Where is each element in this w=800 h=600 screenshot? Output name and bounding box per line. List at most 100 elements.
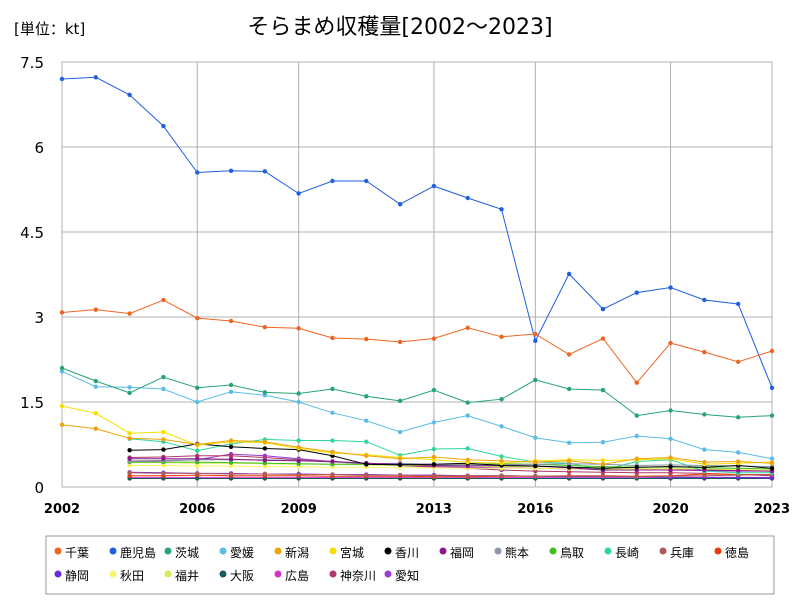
data-point-秋田 [127, 463, 132, 468]
data-point-福岡 [668, 467, 673, 473]
data-point-千葉 [296, 326, 301, 331]
data-point-愛媛 [769, 456, 775, 461]
legend-marker-福井 [164, 570, 172, 578]
data-point-兵庫 [161, 471, 166, 476]
data-point-鹿児島 [127, 92, 132, 98]
data-point-兵庫 [465, 473, 470, 478]
series-line-愛媛 [61, 370, 773, 460]
data-point-福岡 [161, 456, 166, 461]
data-point-茨城 [195, 385, 200, 391]
data-point-新潟 [397, 456, 403, 461]
legend-label: 鳥取 [560, 545, 584, 560]
legend-label: 愛媛 [230, 546, 254, 560]
legend-marker-兵庫 [659, 547, 667, 555]
data-point-千葉 [735, 359, 741, 364]
data-point-千葉 [600, 336, 606, 341]
data-point-兵庫 [397, 472, 403, 478]
data-point-愛媛 [93, 384, 99, 389]
series-line-秋田 [129, 465, 772, 471]
data-point-長崎 [431, 446, 437, 452]
x-tick-label: 2013 [416, 502, 452, 517]
data-point-香川 [397, 462, 403, 468]
data-point-千葉 [127, 311, 132, 316]
data-point-兵庫 [634, 474, 639, 479]
legend [45, 535, 775, 595]
legend-label: 兵庫 [670, 546, 694, 560]
data-point-茨城 [668, 408, 673, 413]
data-point-静岡 [769, 475, 775, 481]
data-point-鹿児島 [93, 75, 99, 80]
data-point-兵庫 [499, 473, 504, 478]
data-point-新潟 [600, 462, 606, 467]
data-point-茨城 [127, 390, 132, 396]
data-point-鹿児島 [161, 123, 166, 129]
legend-label: 福井 [175, 568, 199, 583]
legend-marker-熊本 [494, 547, 502, 555]
data-point-宮城 [59, 403, 65, 409]
data-point-長崎 [296, 438, 301, 443]
legend-marker-徳島 [714, 547, 722, 555]
unit-label: [単位：kt] [14, 20, 86, 38]
data-point-兵庫 [364, 472, 369, 478]
data-point-兵庫 [431, 473, 437, 478]
data-point-茨城 [431, 387, 437, 393]
y-tick-label: 7.5 [20, 54, 44, 72]
legend-marker-新潟 [274, 547, 282, 555]
legend-marker-福岡 [439, 547, 447, 555]
data-point-千葉 [668, 340, 673, 346]
data-point-鹿児島 [364, 178, 369, 184]
data-point-新潟 [127, 436, 132, 441]
x-tick-label: 2009 [281, 502, 317, 517]
data-point-愛媛 [668, 436, 673, 442]
data-point-茨城 [533, 377, 538, 383]
data-point-千葉 [431, 336, 437, 341]
legend-label: 千葉 [65, 546, 89, 560]
data-point-千葉 [262, 325, 268, 330]
legend-marker-神奈川 [329, 570, 337, 578]
data-point-兵庫 [228, 471, 234, 477]
series-line-香川 [129, 443, 773, 469]
legend-label: 秋田 [120, 569, 144, 583]
data-point-兵庫 [262, 471, 268, 477]
data-point-香川 [668, 464, 673, 469]
y-tick-label: 1.5 [20, 394, 44, 412]
data-point-鹿児島 [634, 290, 639, 295]
data-point-大阪 [195, 476, 200, 481]
data-point-千葉 [465, 325, 470, 330]
data-point-茨城 [228, 382, 234, 388]
legend-label: 徳島 [725, 545, 749, 560]
legend-label: 神奈川 [340, 569, 376, 583]
data-point-福岡 [296, 458, 301, 464]
data-point-鹿児島 [296, 191, 301, 196]
legend-marker-秋田 [109, 570, 117, 578]
data-point-福岡 [228, 457, 234, 462]
data-point-茨城 [566, 386, 572, 392]
y-tick-label: 4.5 [20, 224, 44, 242]
data-point-千葉 [769, 348, 775, 354]
data-point-愛媛 [364, 418, 369, 423]
data-point-福岡 [262, 458, 268, 463]
legend-marker-愛知 [384, 570, 392, 578]
data-point-新潟 [431, 454, 437, 460]
data-point-兵庫 [668, 474, 673, 479]
data-point-香川 [533, 463, 538, 469]
data-point-香川 [127, 447, 132, 453]
series-line-千葉 [61, 299, 773, 384]
x-tick-label: 2006 [179, 502, 215, 517]
data-point-香川 [769, 466, 775, 471]
data-point-千葉 [93, 307, 99, 312]
chart-title: そらまめ収穫量[2002～2023] [247, 15, 553, 40]
data-point-千葉 [195, 315, 200, 321]
y-tick-label: 6 [34, 139, 44, 157]
data-point-愛媛 [397, 429, 403, 435]
data-point-香川 [364, 462, 369, 467]
legend-marker-茨城 [164, 547, 172, 555]
data-point-鹿児島 [668, 285, 673, 290]
legend-marker-宮城 [329, 547, 337, 555]
legend-label: 宮城 [340, 545, 364, 560]
data-point-茨城 [262, 390, 268, 395]
legend-label: 静岡 [65, 569, 89, 583]
data-point-鹿児島 [228, 168, 234, 173]
series-line-宮城 [61, 405, 773, 465]
data-point-鹿児島 [735, 301, 741, 307]
